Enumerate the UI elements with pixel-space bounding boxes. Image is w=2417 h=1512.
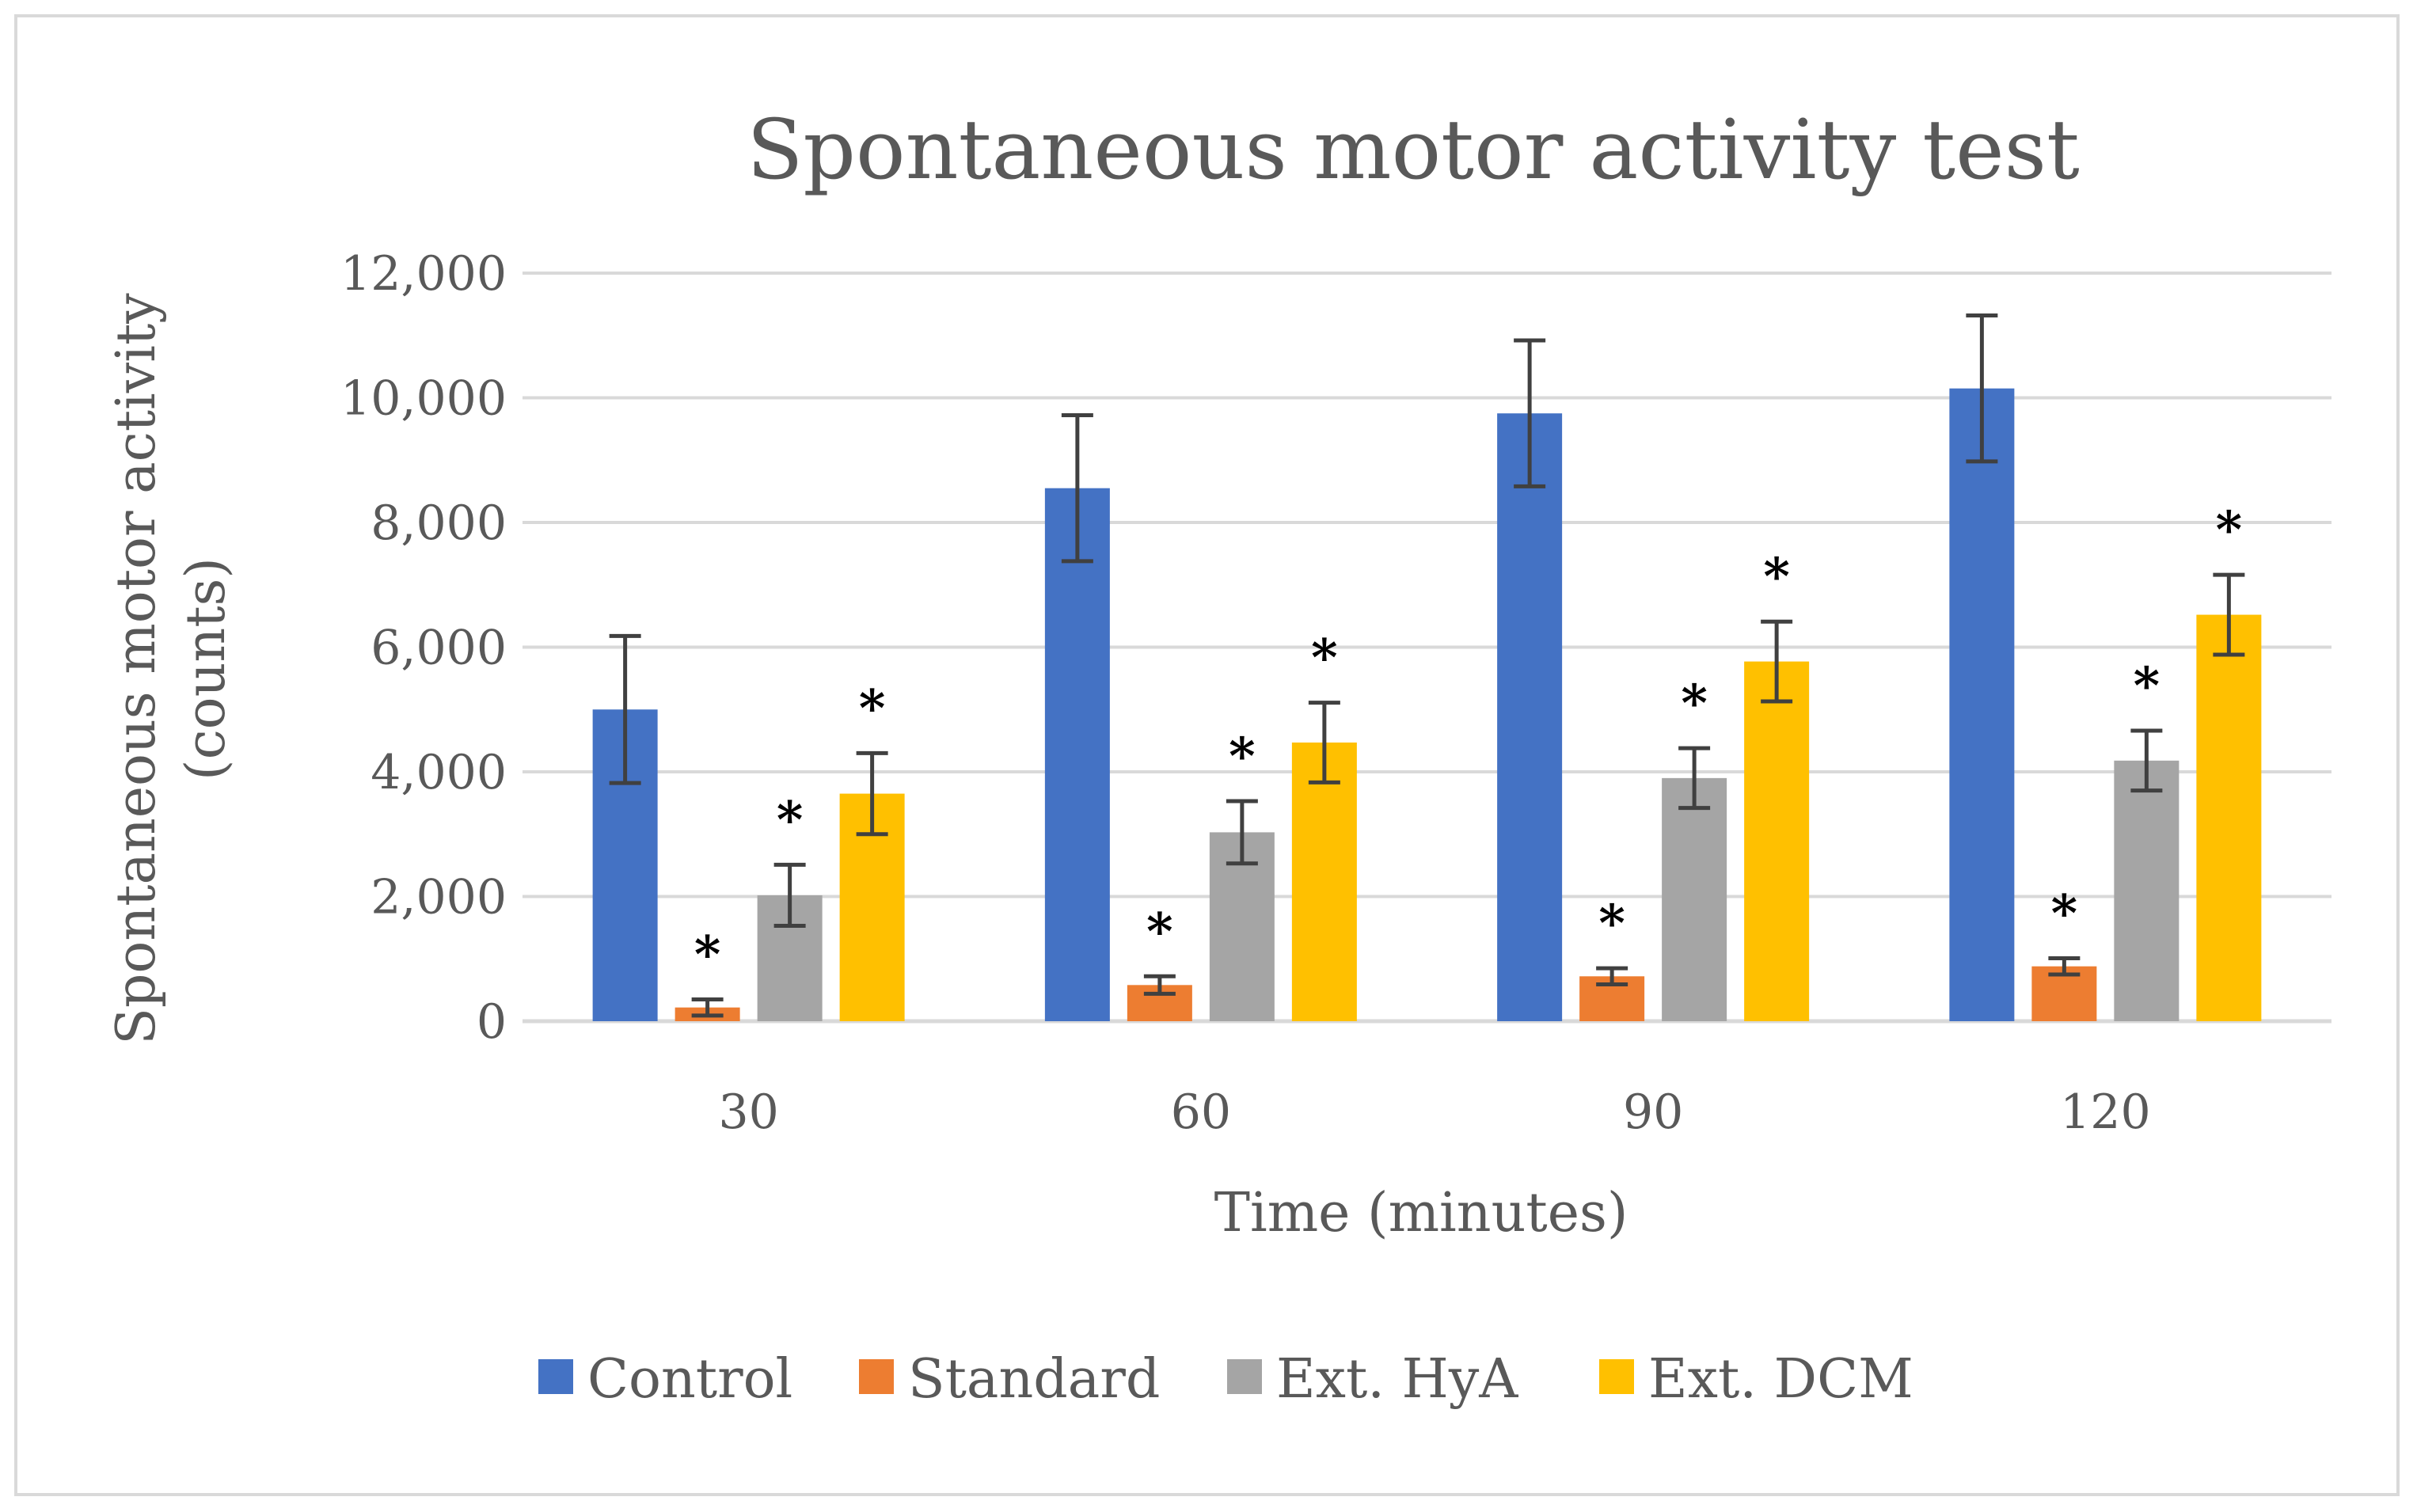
legend-label: Ext. HyA (1276, 1348, 1518, 1411)
bar (2114, 760, 2179, 1021)
legend-swatch (538, 1359, 573, 1394)
y-axis-title-line-1: Spontaneous motor activity (105, 293, 168, 1045)
significance-marker: * (1311, 629, 1337, 688)
significance-marker: * (777, 790, 803, 849)
x-tick-label: 30 (718, 1085, 778, 1140)
y-axis-title-line-2: (counts) (175, 557, 238, 781)
y-tick-label: 12,000 (340, 246, 507, 302)
x-axis-title: Time (minutes) (1214, 1182, 1628, 1244)
legend-label: Control (587, 1348, 792, 1411)
significance-marker: * (2216, 500, 2242, 560)
significance-marker: * (1146, 902, 1172, 961)
legend-label: Standard (908, 1348, 1160, 1411)
y-tick-label: 4,000 (371, 745, 507, 800)
y-tick-label: 2,000 (371, 870, 507, 925)
legend-item: Ext. DCM (1599, 1348, 1913, 1411)
bar (1949, 388, 2015, 1021)
x-axis-tick-labels: 30 60 90 120 (718, 1085, 2150, 1140)
legend-swatch (1227, 1359, 1262, 1394)
significance-markers: * * * * * * * * * * * * (694, 500, 2242, 984)
legend-item: Ext. HyA (1227, 1348, 1518, 1411)
x-tick-label: 60 (1171, 1085, 1231, 1140)
legend-label: Ext. DCM (1648, 1348, 1913, 1411)
gridlines (523, 272, 2331, 898)
y-tick-label: 6,000 (371, 621, 507, 676)
bar (2196, 614, 2262, 1021)
legend-item: Control (538, 1348, 792, 1411)
significance-marker: * (1229, 727, 1255, 786)
significance-marker: * (2051, 883, 2077, 943)
x-tick-label: 120 (2060, 1085, 2151, 1140)
y-axis-title: Spontaneous motor activity (counts) (105, 293, 238, 1045)
significance-marker: * (1681, 674, 1707, 733)
legend-swatch (859, 1359, 894, 1394)
error-bars (609, 313, 2245, 1018)
significance-marker: * (1598, 894, 1625, 953)
legend-swatch (1599, 1359, 1634, 1394)
x-tick-label: 90 (1623, 1085, 1683, 1140)
bar (1291, 742, 1357, 1021)
y-tick-label: 8,000 (371, 496, 507, 551)
significance-marker: * (694, 925, 720, 984)
bar (1497, 413, 1563, 1021)
bar (1662, 777, 1727, 1021)
legend: Control Standard Ext. HyA Ext. DCM (538, 1348, 1913, 1411)
bar (1044, 488, 1110, 1021)
chart-title: Spontaneous motor activity test (747, 101, 2080, 198)
significance-marker: * (859, 678, 885, 738)
y-axis-tick-labels: 0 2,000 4,000 6,000 8,000 10,000 12,000 (340, 246, 507, 1050)
legend-item: Standard (859, 1348, 1160, 1411)
bars (592, 388, 2262, 1021)
significance-marker: * (2134, 656, 2160, 716)
y-tick-label: 10,000 (340, 371, 507, 427)
significance-marker: * (1763, 547, 1789, 606)
bar (1744, 661, 1810, 1021)
y-tick-label: 0 (477, 994, 507, 1050)
